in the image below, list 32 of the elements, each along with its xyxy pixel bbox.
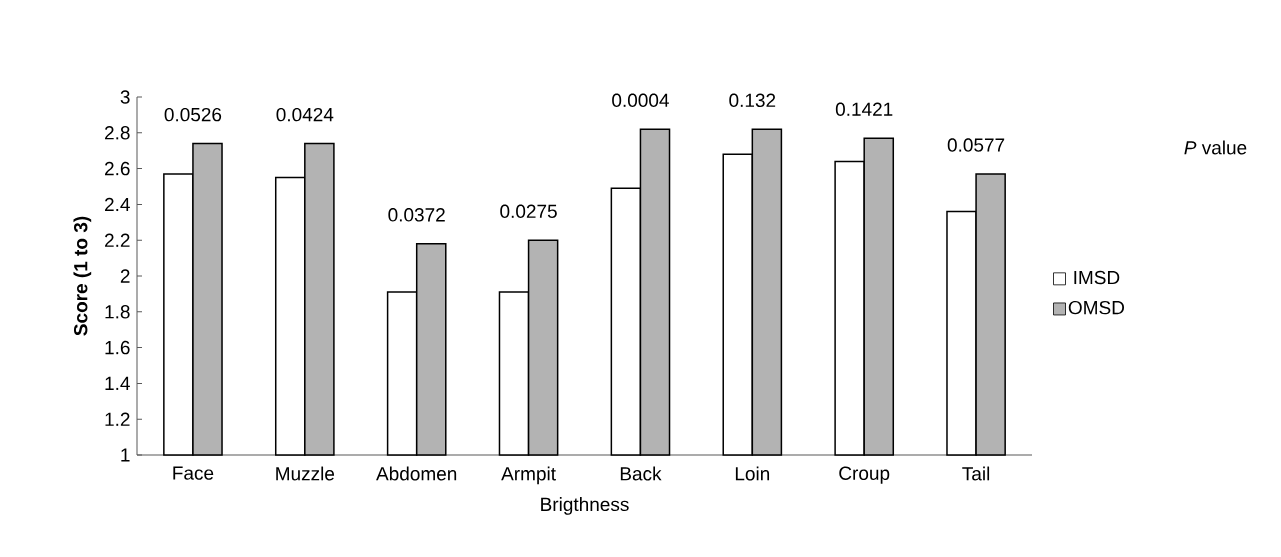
annotation: 0.0372 — [388, 208, 445, 222]
y-tick-label: 1 — [121, 448, 130, 462]
annotation: 0.0004 — [612, 93, 669, 108]
legend-label: IMSD — [1074, 270, 1120, 285]
y-axis-title: Score (1 to 3) — [73, 216, 92, 336]
text: P value — [1184, 140, 1247, 155]
y-tick-label: 1.4 — [105, 376, 130, 390]
x-tick-label: Armpit — [501, 466, 556, 485]
y-tick-label: 1.8 — [105, 305, 130, 319]
annotation: 0.132 — [729, 93, 776, 108]
x-tick-label: Abdomen — [376, 466, 457, 481]
y-tick-label: 2 — [120, 269, 130, 283]
x-tick-label: Loin — [735, 466, 770, 481]
legend-label: OMSD — [1068, 300, 1125, 315]
annotation: 0.0526 — [164, 107, 222, 122]
annotation: 0.0424 — [276, 107, 334, 122]
x-tick-label: Muzzle — [276, 466, 335, 481]
x-tick-label: Tail — [962, 466, 990, 481]
annotation: 0.0577 — [947, 138, 1005, 152]
x-tick-label: Croup — [839, 466, 890, 484]
x-tick-label: Back — [620, 466, 662, 481]
y-tick-label: 1.2 — [105, 412, 130, 426]
y-tick-label: 2.2 — [105, 233, 130, 247]
y-tick-label: 2.6 — [105, 161, 130, 176]
y-tick-label: 3 — [120, 90, 130, 104]
y-tick-label: 2.8 — [105, 126, 130, 140]
x-tick-label: Face — [173, 466, 214, 480]
y-tick-label: 2.4 — [105, 197, 130, 212]
y-tick-label: 1.6 — [105, 340, 130, 355]
annotation: 0.0275 — [500, 204, 557, 218]
x-axis-title: Brigthness — [541, 497, 629, 515]
annotation: 0.1421 — [835, 102, 893, 116]
